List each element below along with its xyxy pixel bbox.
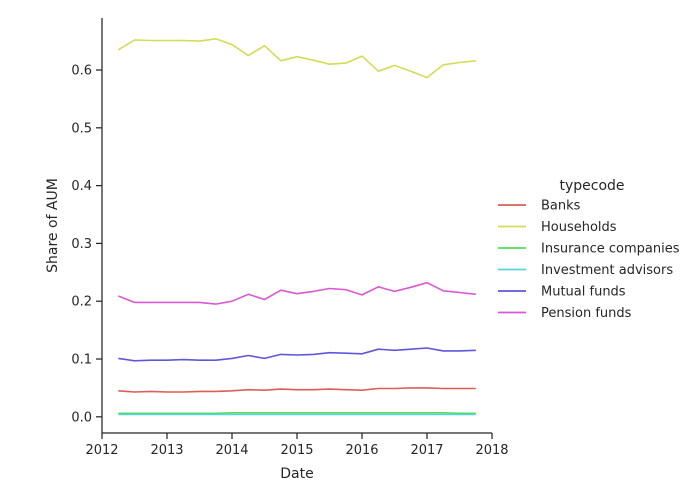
series-line-banks (118, 387, 476, 393)
x-axis-title: Date (280, 466, 313, 482)
legend-label-banks: Banks (541, 199, 581, 214)
y-tick-label: 0.1 (71, 353, 92, 368)
legend: typecode Banks Households Insurance compan… (498, 178, 680, 321)
y-tick-label: 0.6 (71, 64, 92, 79)
series-line-insurance-companies (118, 411, 476, 415)
series-lines (117, 37, 476, 416)
x-tick-label: 2013 (150, 443, 183, 458)
legend-label-insurance-companies: Insurance companies (541, 242, 680, 257)
y-tick-label: 0.0 (71, 410, 92, 425)
legend-label-investment-advisors: Investment advisors (541, 263, 673, 278)
x-tick-label: 2015 (280, 443, 313, 458)
x-ticks: 2012 2013 2014 2015 2016 2017 2018 (85, 433, 509, 458)
y-tick-label: 0.3 (71, 237, 92, 252)
legend-title: typecode (559, 178, 624, 194)
series-line-mutual-funds (118, 347, 476, 362)
y-axis-title: Share of AUM (45, 178, 61, 273)
legend-label-households: Households (541, 220, 617, 235)
x-tick-label: 2012 (85, 443, 118, 458)
y-ticks: 0.0 0.1 0.2 0.3 0.4 0.5 0.6 (71, 64, 102, 425)
x-tick-label: 2017 (410, 443, 443, 458)
series-line-households (117, 37, 476, 79)
x-tick-label: 2018 (475, 443, 508, 458)
y-tick-label: 0.2 (71, 295, 92, 310)
y-tick-label: 0.5 (71, 121, 92, 136)
x-tick-label: 2014 (215, 443, 248, 458)
y-tick-label: 0.4 (71, 179, 92, 194)
legend-label-mutual-funds: Mutual funds (541, 285, 626, 300)
series-line-pension-funds (118, 281, 476, 305)
x-tick-label: 2016 (345, 443, 378, 458)
legend-label-pension-funds: Pension funds (541, 306, 632, 321)
axes: 0.00.10.20.30.40.50.6 2012 2013 2014 2015 20… (71, 18, 509, 458)
